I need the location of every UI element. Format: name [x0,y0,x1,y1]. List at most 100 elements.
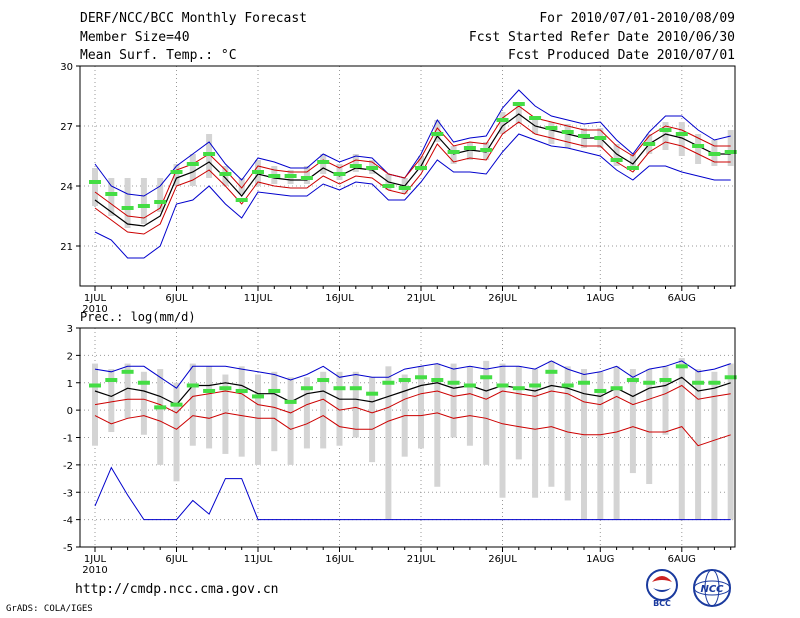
observation-mark [447,380,460,385]
observation-mark [268,388,281,393]
spread-bar [466,366,473,446]
spread-bar [124,178,131,228]
spread-bar [140,371,147,435]
spread-bar [173,164,180,186]
y-tick-label: 27 [60,122,73,133]
observation-mark [496,383,509,388]
mean-minus-line [94,412,731,447]
observation-mark [561,383,574,388]
observation-mark [675,132,688,136]
observation-mark [610,386,623,391]
observation-mark [121,206,134,210]
x-tick-label: 1AUG [586,554,614,565]
forecast-period: For 2010/07/01-2010/08/09 [539,11,735,26]
observation-mark [203,388,216,393]
lower-bound-line [94,133,731,259]
mean-minus-line [94,121,731,235]
chart-title: DERF/NCC/BCC Monthly Forecast [80,11,307,26]
spread-bar [434,120,441,142]
observation-mark [235,388,248,393]
spread-bar [727,130,734,166]
spread-bar [483,360,490,465]
spread-bar [352,371,359,438]
spread-bar [581,369,587,520]
observation-mark [545,126,558,130]
observation-mark [594,136,607,140]
observation-mark [708,152,721,156]
observation-mark [154,405,167,410]
mean-plus-line [94,105,731,219]
observation-mark [137,380,150,385]
spread-bar [189,154,196,186]
y-tick-label: 30 [60,62,73,73]
observation-mark [480,375,493,380]
spread-bar [287,377,294,465]
observation-mark [252,170,264,174]
observation-mark [659,378,672,383]
spread-bar [238,178,245,194]
spread-bar [303,377,310,449]
observation-mark [154,200,167,204]
source-url: http://cmdp.ncc.cma.gov.cn [75,582,279,597]
spread-bar [662,122,669,150]
y-tick-label: 3 [67,324,73,335]
observation-mark [692,380,705,385]
spread-bar [418,366,424,449]
x-tick-label: 1AUG [586,293,614,304]
y-tick-label: -4 [63,516,73,527]
spread-bar [678,358,685,520]
observation-mark [463,146,476,150]
plot-frame [79,65,736,287]
observation-mark [626,166,639,170]
x-tick-label: 21JUL [407,554,436,565]
observation-mark [594,388,607,393]
spread-bar [238,366,245,457]
y-tick-label: 0 [67,406,73,417]
spread-bar [613,144,620,166]
observation-mark [89,180,101,184]
observation-mark [675,364,688,369]
spread-bar [629,154,636,170]
y-tick-label: 1 [67,379,73,390]
spread-bar [613,366,620,520]
observation-mark [578,380,590,385]
observation-mark [186,383,199,388]
observation-mark [724,150,737,154]
observation-mark [545,369,558,374]
observation-mark [578,134,590,138]
mean-plus-line [94,384,731,414]
observation-mark [121,369,134,374]
x-tick-label: 6AUG [668,293,696,304]
observation-mark [724,375,737,380]
spread-bar [157,369,164,465]
observation-mark [415,166,427,170]
spread-bar [108,178,115,216]
upper-bound-line [94,360,731,389]
spread-bar [727,363,734,520]
observation-mark [366,391,379,396]
observation-mark [643,380,656,385]
upper-bound-line [94,89,731,197]
observation-mark [300,176,313,180]
spread-bar [515,366,522,460]
spread-bar [189,363,196,446]
spread-bar [629,369,636,474]
temperature-panel-label: Mean Surf. Temp.: °C [80,48,237,63]
spread-bar [303,166,310,184]
observation-mark [398,186,411,190]
spread-bar [320,371,327,449]
x-tick-label: 11JUL [244,293,273,304]
observation-mark [366,166,379,170]
y-tick-label: 21 [60,242,73,253]
observation-mark [447,150,460,154]
x-tick-label: 21JUL [407,293,436,304]
grads-credit: GrADS: COLA/IGES [6,604,93,614]
observation-mark [610,158,623,162]
observation-mark [170,402,183,407]
x-tick-label: 6JUL [165,554,188,565]
observation-mark [317,378,330,383]
spread-bar [499,112,506,134]
observation-mark [284,399,297,404]
spread-bar [450,363,457,438]
spread-bar [532,369,539,498]
